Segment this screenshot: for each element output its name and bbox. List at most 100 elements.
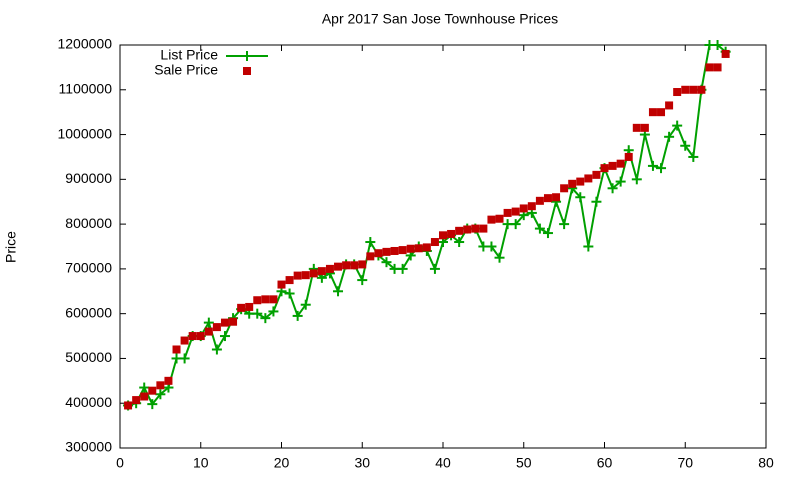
data-point [656, 163, 667, 174]
data-point [357, 275, 368, 286]
data-point [196, 332, 205, 341]
x-tick-label: 30 [354, 455, 370, 471]
data-point [300, 299, 311, 310]
legend-marker [242, 51, 252, 61]
x-tick-label: 80 [758, 455, 774, 471]
data-point [584, 174, 593, 183]
data-point [688, 151, 699, 162]
data-point [657, 108, 666, 117]
data-point [471, 224, 480, 233]
data-point [479, 224, 488, 233]
data-point [179, 353, 190, 364]
data-point [147, 399, 158, 410]
data-point [253, 296, 262, 305]
data-point [366, 252, 375, 261]
x-tick-label: 10 [193, 455, 209, 471]
data-point [406, 244, 415, 253]
data-point [203, 317, 214, 328]
data-point [552, 193, 561, 202]
data-point [156, 381, 165, 390]
data-point [454, 237, 465, 248]
y-axis-label: Price [3, 231, 19, 263]
data-point [164, 376, 173, 385]
data-point [269, 295, 278, 304]
data-point [422, 243, 431, 252]
data-point [672, 120, 683, 131]
legend-marker [243, 67, 251, 75]
data-point [148, 386, 157, 395]
data-point [140, 392, 149, 401]
y-tick-label: 1100000 [59, 80, 113, 96]
data-point [374, 249, 383, 258]
data-point [494, 252, 505, 263]
data-point [317, 267, 326, 276]
data-point [664, 131, 675, 142]
data-point [309, 269, 318, 278]
data-point [292, 310, 303, 321]
data-point [503, 208, 512, 217]
data-point [721, 49, 730, 58]
data-point [527, 202, 536, 211]
data-point [358, 260, 367, 269]
y-tick-label: 1200000 [57, 36, 112, 52]
data-point [495, 214, 504, 223]
x-tick-label: 0 [116, 455, 124, 471]
x-tick-label: 50 [516, 455, 532, 471]
data-point [325, 264, 334, 273]
data-point [583, 241, 594, 252]
data-point [382, 247, 391, 256]
data-point [640, 123, 649, 132]
data-point [342, 261, 351, 270]
data-point [542, 228, 553, 239]
data-point [350, 261, 359, 270]
data-point [212, 323, 221, 332]
data-point [486, 241, 497, 252]
data-point [365, 237, 376, 248]
data-point [293, 271, 302, 280]
data-point [632, 123, 641, 132]
data-point [673, 88, 682, 97]
data-point [397, 263, 408, 274]
data-point [705, 63, 714, 72]
data-point [648, 108, 657, 117]
data-point [559, 219, 570, 230]
data-point [487, 215, 496, 224]
data-point [647, 160, 658, 171]
data-point [615, 176, 626, 187]
data-point [455, 226, 464, 235]
data-point [268, 306, 279, 317]
data-point [535, 196, 544, 205]
x-tick-label: 60 [597, 455, 613, 471]
data-point [284, 288, 295, 299]
data-point [180, 336, 189, 345]
x-tick-label: 40 [435, 455, 451, 471]
y-tick-label: 500000 [65, 349, 112, 365]
data-point [334, 262, 343, 271]
data-point [665, 101, 674, 110]
y-tick-label: 600000 [65, 304, 112, 320]
data-point [398, 246, 407, 255]
x-tick-label: 20 [274, 455, 290, 471]
data-point [680, 140, 691, 151]
legend-label: List Price [160, 47, 218, 63]
data-point [277, 280, 286, 289]
data-point [543, 194, 552, 203]
data-point [575, 192, 586, 203]
data-point [414, 244, 423, 253]
y-tick-label: 700000 [65, 260, 112, 276]
data-point [592, 170, 601, 179]
chart-title: Apr 2017 San Jose Townhouse Prices [322, 11, 558, 27]
data-point [381, 257, 392, 268]
data-point [245, 302, 254, 311]
data-point [697, 85, 706, 94]
legend-label: Sale Price [154, 62, 218, 78]
data-point [139, 382, 150, 393]
data-point [237, 303, 246, 312]
data-point [681, 85, 690, 94]
data-point [155, 389, 166, 400]
data-point [188, 332, 197, 341]
data-point [229, 317, 238, 326]
data-point [447, 229, 456, 238]
